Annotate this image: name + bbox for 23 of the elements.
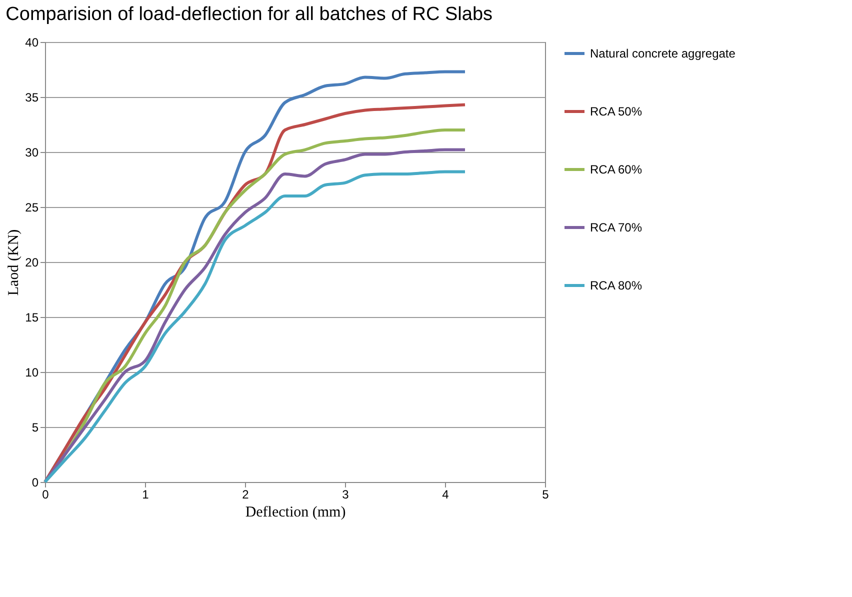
y-tick-label: 0 — [32, 476, 39, 490]
legend-label: RCA 60% — [590, 162, 642, 176]
x-tick-label: 4 — [442, 488, 450, 502]
y-tick-label: 35 — [25, 90, 39, 104]
y-tick-label: 15 — [25, 310, 39, 324]
y-axis-title: Laod (KN) — [6, 229, 22, 296]
y-tick-label: 30 — [25, 146, 39, 160]
x-tick-label: 2 — [242, 488, 250, 502]
legend-label: RCA 50% — [590, 104, 642, 118]
chart-title: Comparision of load-deflection for all batches of RC Slabs — [6, 4, 493, 25]
y-tick-label: 25 — [25, 200, 39, 214]
x-tick-label: 3 — [342, 488, 350, 502]
legend-label: RCA 80% — [590, 278, 642, 292]
y-tick-label: 40 — [25, 36, 39, 50]
legend-label: RCA 70% — [590, 220, 642, 234]
x-tick-label: 0 — [42, 488, 50, 502]
legend-label: Natural concrete aggregate — [590, 46, 736, 60]
y-tick-label: 20 — [25, 256, 39, 270]
y-tick-label: 5 — [32, 420, 39, 434]
x-axis-title: Deflection (mm) — [245, 504, 346, 520]
x-tick-label: 5 — [542, 488, 550, 502]
y-tick-label: 10 — [25, 366, 39, 380]
x-tick-label: 1 — [142, 488, 150, 502]
